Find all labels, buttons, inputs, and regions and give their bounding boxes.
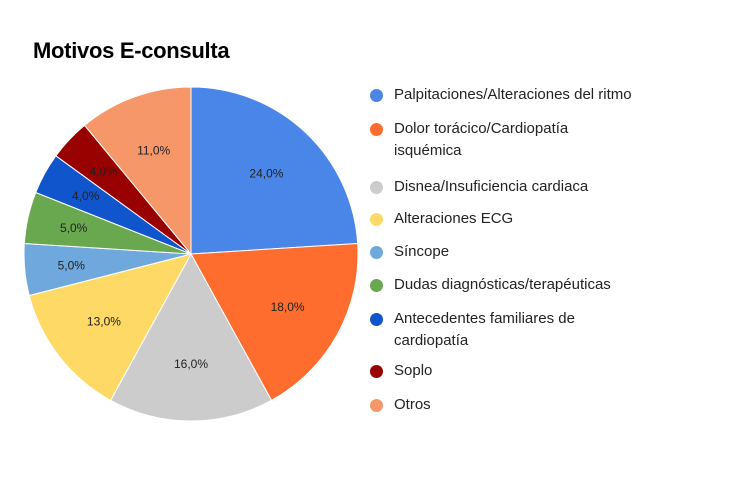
slice-label-8: 11,0% xyxy=(137,143,170,157)
slice-label-3: 13,0% xyxy=(87,315,121,329)
pie-slice-8 xyxy=(83,86,192,256)
legend-swatch xyxy=(370,213,383,226)
slice-label-6: 4,0% xyxy=(72,189,100,203)
legend-item: Dudas diagnósticas/terapéuticas xyxy=(370,274,750,296)
slice-label-5: 5,0% xyxy=(60,221,88,235)
slice-label-2: 16,0% xyxy=(174,357,208,371)
legend-item: Síncope xyxy=(370,241,624,263)
legend-label: Dolor torácico/Cardiopatía isquémica xyxy=(394,120,569,159)
legend-item: Antecedentes familiares de cardiopatía xyxy=(370,308,624,352)
slice-label-7: 4,0% xyxy=(90,165,118,179)
legend-item: Soplo xyxy=(370,360,624,382)
legend-item: Otros xyxy=(370,394,624,416)
legend-label: Disnea/Insuficiencia cardiaca xyxy=(394,178,589,195)
legend-swatch xyxy=(370,246,383,259)
legend-swatch xyxy=(370,399,383,412)
pie-slice-2 xyxy=(109,252,273,422)
pie-slice-3 xyxy=(28,253,192,402)
legend-item: Dolor torácico/Cardiopatía isquémica xyxy=(370,118,624,162)
chart-title: Motivos E-consulta xyxy=(33,38,230,63)
slice-label-1: 18,0% xyxy=(271,300,305,314)
slice-label-0: 24,0% xyxy=(249,167,283,181)
legend-swatch xyxy=(370,123,383,136)
legend-item: Alteraciones ECG xyxy=(370,208,624,230)
legend-swatch xyxy=(370,313,383,326)
pie-slice-1 xyxy=(190,242,359,402)
slice-label-4: 5,0% xyxy=(58,258,86,272)
legend-swatch xyxy=(370,181,383,194)
legend-label: Alteraciones ECG xyxy=(394,210,514,227)
legend-swatch xyxy=(370,89,383,102)
legend-item: Disnea/Insuficiencia cardiaca xyxy=(370,176,750,198)
legend-label: Síncope xyxy=(394,243,450,260)
legend-label: Dudas diagnósticas/terapéuticas xyxy=(394,276,611,293)
legend-swatch xyxy=(370,279,383,292)
legend-label: Antecedentes familiares de cardiopatía xyxy=(394,310,575,349)
pie-slice-0 xyxy=(190,86,359,255)
legend-swatch xyxy=(370,365,383,378)
legend-label: Palpitaciones/Alteraciones del ritmo xyxy=(394,86,632,103)
legend-item: Palpitaciones/Alteraciones del ritmo xyxy=(370,84,750,106)
legend-label: Soplo xyxy=(394,362,433,379)
legend-label: Otros xyxy=(394,396,431,413)
